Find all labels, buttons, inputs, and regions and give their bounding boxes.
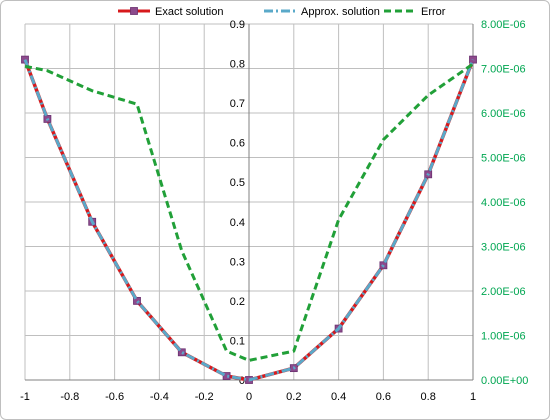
y-tick-label: 0 [239, 375, 245, 387]
legend-label: Approx. solution [301, 6, 380, 18]
x-tick-label: -0.8 [60, 391, 79, 403]
y2-tick-label: 8.00E-06 [481, 19, 526, 31]
y-tick-label: 0.1 [230, 335, 245, 347]
y2-tick-label: 4.00E-06 [481, 197, 526, 209]
series-line-approx-solution [23, 59, 475, 382]
x-tick-label: 0 [246, 391, 252, 403]
y2-tick-label: 0.00E+00 [481, 375, 528, 387]
y-tick-label: 0.6 [230, 138, 245, 150]
data-point [177, 348, 186, 357]
y2-tick-label: 5.00E-06 [481, 153, 526, 165]
axes: -1 -0.8 -0.6 -0.4 -0.2 0 0.2 0.4 0.6 0.8 1 0.00E+00… [20, 19, 528, 403]
legend: Exact solution Approx. solution Error [118, 6, 446, 18]
x-tick-label: 0.2 [286, 391, 301, 403]
data-point [133, 296, 141, 305]
y-tick-label: 0.7 [230, 98, 245, 110]
series-layer [21, 55, 477, 384]
y-tick-label: 0.9 [230, 19, 245, 31]
y2-tick-label: 1.00E-06 [481, 331, 526, 343]
x-tick-label: 1 [470, 391, 476, 403]
x-tick-label: -0.2 [195, 391, 214, 403]
y2-tick-label: 3.00E-06 [481, 242, 526, 254]
y-tick-label: 0.3 [230, 256, 245, 268]
y-tick-label: 0.2 [230, 296, 245, 308]
x-tick-label: 0.4 [331, 391, 346, 403]
y-tick-label: 0.5 [230, 177, 245, 189]
x-tick-label: -0.4 [150, 391, 169, 403]
y2-tick-label: 6.00E-06 [481, 108, 526, 120]
x-tick-label: 0.8 [421, 391, 436, 403]
legend-marker [130, 7, 138, 15]
legend-label: Exact solution [155, 6, 223, 18]
legend-label: Error [421, 6, 446, 18]
data-point [222, 372, 231, 380]
x-tick-label: 0.6 [376, 391, 391, 403]
y-tick-label: 0.4 [230, 217, 245, 229]
x-tick-label: -0.6 [105, 391, 124, 403]
x-tick-label: -1 [20, 391, 30, 403]
y-tick-label: 0.8 [230, 59, 245, 71]
y2-tick-label: 7.00E-06 [481, 64, 526, 76]
y2-tick-label: 2.00E-06 [481, 286, 526, 298]
